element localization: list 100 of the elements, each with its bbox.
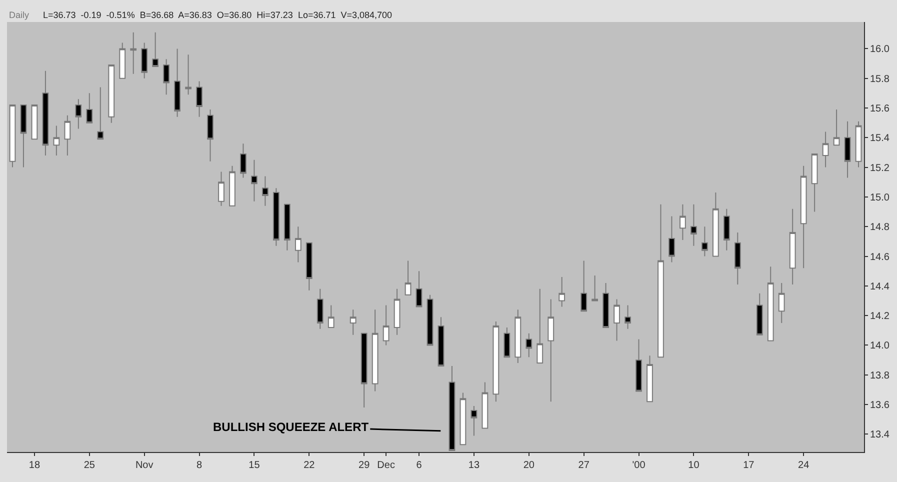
candlestick	[9, 104, 16, 168]
candlestick	[558, 276, 566, 308]
x-tick-label: 27	[578, 460, 590, 471]
candlestick	[185, 54, 192, 96]
candlestick	[844, 120, 851, 178]
candlestick	[262, 176, 268, 206]
candlestick	[482, 382, 488, 429]
candlestick	[207, 108, 214, 162]
candlestick	[86, 92, 93, 124]
candlestick	[448, 366, 456, 452]
x-tick-label: 18	[28, 460, 40, 471]
candlestick	[658, 204, 664, 358]
x-tick-label: Dec	[377, 460, 395, 471]
candlestick	[97, 86, 104, 140]
candlestick	[152, 32, 159, 67]
candlestick	[272, 188, 280, 246]
x-tick-label: 20	[523, 460, 535, 471]
candlestick	[767, 266, 774, 342]
candlestick	[680, 204, 686, 240]
candlestick	[382, 304, 390, 346]
candlestick	[306, 242, 312, 291]
x-tick-label: 25	[84, 460, 96, 471]
candlestick	[20, 104, 27, 168]
annotation: BULLISH SQUEEZE ALERT	[213, 420, 370, 434]
candlestick	[130, 32, 137, 74]
y-tick-label: 14.2	[870, 311, 890, 322]
candlestick	[668, 216, 675, 263]
y-tick-label: 14.8	[870, 222, 890, 234]
x-tick-label: '00	[632, 460, 646, 471]
candlestick	[251, 159, 258, 202]
candlestick	[636, 338, 642, 392]
candlestick	[592, 275, 598, 302]
x-tick-label: Nov	[135, 460, 154, 471]
x-tick-label: 29	[358, 460, 370, 471]
candlestick	[438, 316, 444, 366]
candlestick	[229, 165, 236, 206]
candlestick	[756, 292, 763, 336]
y-tick-label: 14.0	[870, 340, 890, 352]
candlestick	[536, 288, 544, 364]
candlestick	[514, 309, 522, 364]
candlestick	[394, 288, 400, 336]
candlestick	[460, 392, 466, 446]
text: L=36.73 -0.19 -0.51% B=36.68 A=36.83 O=36.80 Hi=37.23 Lo=36.71 V=3,084,700	[43, 10, 392, 20]
candlestick	[240, 143, 246, 178]
candlestick	[646, 355, 653, 402]
x-tick-label: 6	[416, 460, 422, 471]
candlestick	[75, 98, 82, 130]
y-tick-label: 14.6	[870, 252, 890, 263]
candlestick	[580, 260, 588, 312]
candlestick	[404, 260, 412, 296]
candlestick	[360, 332, 368, 408]
y-tick-label: 13.4	[870, 430, 890, 441]
candlestick	[316, 288, 324, 330]
y-tick-label: 15.4	[870, 133, 890, 144]
y-tick-label: 14.4	[870, 281, 890, 292]
candlestick	[108, 64, 115, 124]
candlestick	[31, 104, 38, 140]
candlestick	[328, 304, 334, 328]
candlestick	[470, 406, 478, 436]
x-tick-label: 15	[248, 460, 260, 471]
candlestick	[294, 226, 302, 263]
candlestick	[811, 153, 818, 212]
candlestick	[734, 232, 741, 285]
candlestick	[614, 298, 620, 342]
candlestick	[822, 131, 829, 168]
candlestick	[778, 282, 785, 324]
candlestick	[141, 42, 148, 79]
candlestick	[174, 48, 180, 118]
x-tick-label: 8	[196, 460, 202, 471]
candlestick	[624, 304, 631, 330]
y-tick-label: 13.6	[870, 400, 890, 412]
candlestick	[350, 309, 356, 336]
candlestick	[690, 204, 697, 246]
x-tick-label: 24	[798, 460, 810, 471]
y-tick-label: 15.8	[870, 74, 890, 85]
candlestick	[196, 80, 202, 118]
y-tick-label: 13.8	[870, 370, 890, 382]
candlestick	[218, 171, 224, 206]
candlestick	[64, 114, 71, 156]
candlestick	[492, 321, 500, 402]
candlestick	[163, 58, 170, 96]
candlestick	[701, 226, 708, 257]
candlestick	[416, 270, 422, 308]
candlestick	[504, 326, 510, 358]
x-tick-label: 13	[468, 460, 480, 471]
candlestick	[712, 192, 719, 257]
y-tick-label: 15.6	[870, 104, 890, 114]
candlestick	[602, 282, 609, 328]
candlestick	[42, 70, 49, 156]
candlestick	[53, 125, 60, 156]
text: Daily	[9, 10, 30, 20]
candlestick	[723, 208, 730, 251]
y-tick-label: 15.0	[870, 192, 890, 204]
candlestick	[526, 332, 532, 358]
candlestick	[548, 298, 554, 402]
candlestick	[426, 294, 434, 346]
x-tick-label: 10	[688, 460, 700, 471]
x-tick-label: 22	[304, 460, 316, 471]
x-tick-label: 17	[743, 460, 755, 471]
y-tick-label: 15.2	[870, 162, 890, 174]
